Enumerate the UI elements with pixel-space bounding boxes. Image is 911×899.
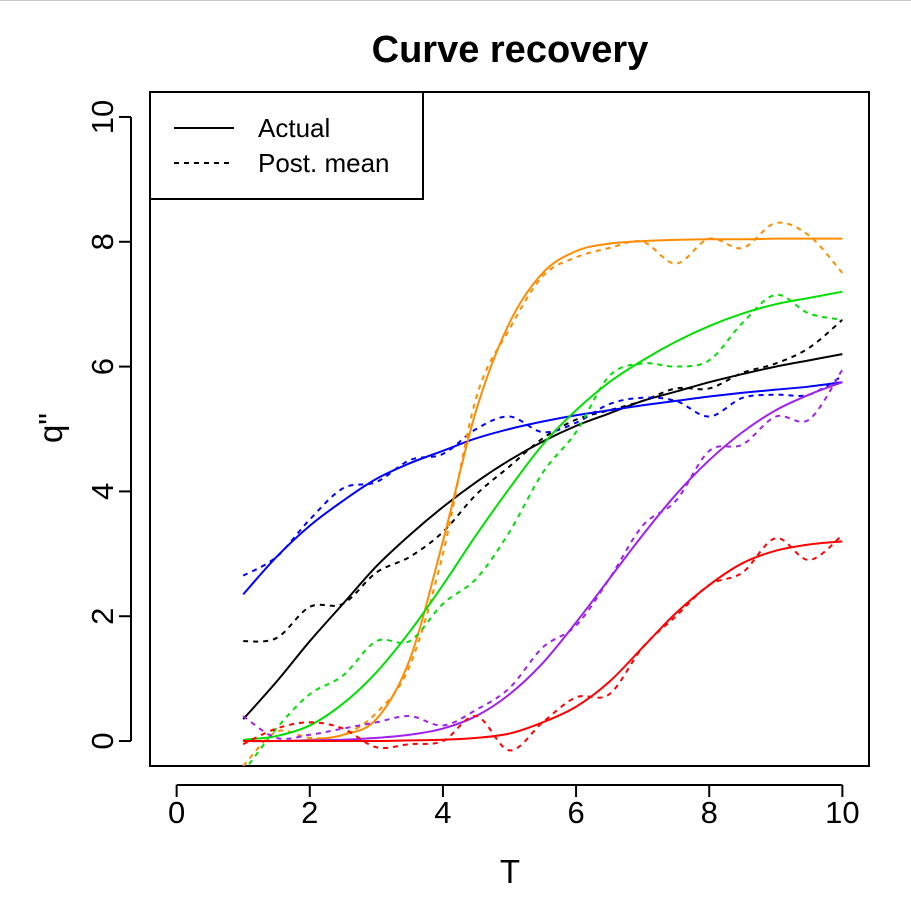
series-line-actual-8 xyxy=(243,381,843,743)
y-axis: 0 2 4 6 8 10 xyxy=(85,100,132,750)
x-tick-label: 4 xyxy=(434,795,451,830)
chart-title: Curve recovery xyxy=(372,29,649,71)
series-layer xyxy=(242,221,844,766)
x-tick-label: 10 xyxy=(825,795,859,830)
legend-label-post-mean: Post. mean xyxy=(258,148,390,178)
series-line-actual-10 xyxy=(243,540,843,743)
y-tick-label: 0 xyxy=(85,732,120,749)
y-tick-label: 6 xyxy=(85,358,120,375)
series-line-actual-6 xyxy=(243,290,843,741)
series-line-post-mean-5 xyxy=(242,221,844,766)
legend-box xyxy=(149,91,424,200)
series-line-actual-2 xyxy=(242,381,843,596)
series-line-post-mean-7 xyxy=(246,293,843,766)
x-tick-label: 0 xyxy=(168,795,185,830)
x-tick-label: 6 xyxy=(567,795,584,830)
legend: Actual Post. mean xyxy=(149,91,424,200)
y-axis-label: q" xyxy=(32,413,69,443)
y-tick-label: 2 xyxy=(85,608,120,625)
series-line-actual-4 xyxy=(243,237,843,743)
legend-label-actual: Actual xyxy=(258,113,330,143)
series-line-post-mean-1 xyxy=(243,319,844,643)
y-tick-label: 4 xyxy=(85,483,120,500)
series-line-post-mean-3 xyxy=(242,375,843,577)
x-axis: 0 2 4 6 8 10 xyxy=(168,784,860,830)
plot-frame xyxy=(149,91,870,767)
x-tick-label: 2 xyxy=(301,795,318,830)
y-tick-label: 8 xyxy=(85,233,120,250)
x-tick-label: 8 xyxy=(701,795,718,830)
series-line-post-mean-11 xyxy=(242,534,844,752)
plot-area xyxy=(149,91,870,767)
top-border xyxy=(0,0,911,1)
y-tick-label: 10 xyxy=(85,100,120,134)
x-axis-label: T xyxy=(500,853,520,890)
